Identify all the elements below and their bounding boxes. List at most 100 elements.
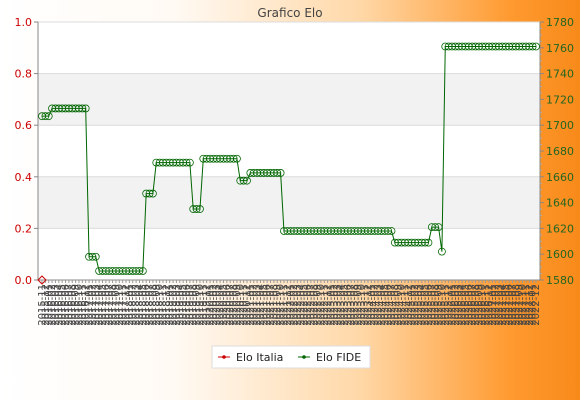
x-tick-label: 2021-08: [269, 284, 280, 326]
right-tick-label: 1720: [546, 93, 574, 106]
x-tick-label: 2024-09: [393, 284, 404, 326]
x-tick-label: 2022-12: [323, 284, 334, 326]
x-tick-label: 2027-02: [491, 284, 502, 326]
x-tick-label: 2016-06: [61, 284, 72, 326]
x-tick-label: 2023-01: [326, 284, 337, 326]
data-point-elo-fide: [145, 189, 154, 198]
x-tick-label: 2021-06: [262, 284, 273, 326]
x-tick-label: 2017-10: [114, 284, 125, 326]
x-tick-label: 2021-03: [252, 284, 263, 326]
x-tick-label: 2016-08: [67, 284, 78, 326]
x-tick-label: 2027-04: [497, 284, 508, 326]
x-tick-label: 2018-02: [128, 284, 139, 326]
x-tick-label: 2020-12: [242, 284, 253, 326]
x-tick-label: 2018-08: [148, 284, 159, 326]
right-tick-label: 1700: [546, 119, 574, 132]
x-tick-label: 2022-02: [289, 284, 300, 326]
x-tick-label: 2018-12: [161, 284, 172, 326]
data-point-elo-fide: [192, 205, 201, 213]
chart-title: Grafico Elo: [257, 6, 322, 20]
x-tick-label: 2020-03: [212, 284, 223, 326]
data-point-elo-fide: [182, 158, 191, 167]
x-tick-label: 2026-09: [474, 284, 485, 326]
x-tick-label: 2024-08: [390, 284, 401, 326]
x-tick-label: 2020-08: [229, 284, 240, 326]
x-tick-label: 2025-05: [420, 284, 431, 326]
x-tick-label: 2025-03: [413, 284, 424, 326]
data-point-elo-fide: [438, 247, 446, 256]
x-tick-label: 2026-11: [481, 284, 492, 326]
x-tick-label: 2017-09: [111, 284, 122, 326]
x-tick-label: 2023-06: [343, 284, 354, 326]
x-tick-label: 2018-07: [145, 284, 156, 326]
x-tick-label: 2022-08: [309, 284, 320, 326]
data-point-elo-fide: [387, 227, 396, 235]
data-point-elo-fide: [229, 154, 238, 163]
x-tick-label: 2026-05: [460, 284, 471, 326]
x-tick-label: 2021-11: [279, 284, 290, 326]
data-point-elo-fide: [196, 205, 204, 213]
x-tick-label: 2027-12: [524, 284, 535, 326]
x-tick-label: 2026-04: [457, 284, 468, 326]
x-tick-label: 2023-04: [336, 284, 347, 326]
x-tick-label: 2025-01: [407, 284, 418, 326]
x-tick-label: 2025-04: [417, 284, 428, 326]
data-point-elo-fide: [421, 238, 430, 247]
left-tick-label: 0.4: [15, 171, 33, 184]
x-tick-label: 2026-02: [450, 284, 461, 326]
x-tick-label: 2028-01: [528, 284, 539, 326]
legend[interactable]: Elo Italia Elo FIDE: [211, 345, 371, 369]
x-tick-label: 2024-11: [400, 284, 411, 326]
x-tick-label: 2016-04: [54, 284, 65, 326]
x-tick-label: 2023-08: [350, 284, 361, 326]
data-point-elo-fide: [148, 189, 157, 198]
data-point-elo-fide: [185, 158, 194, 167]
legend-label-elo-italia[interactable]: Elo Italia: [236, 351, 283, 364]
x-tick-label: 2027-11: [521, 284, 532, 326]
left-tick-label: 0.2: [15, 222, 33, 235]
x-tick-label: 2027-01: [487, 284, 498, 326]
x-tick-label: 2021-01: [245, 284, 256, 326]
legend-box: [211, 345, 371, 369]
x-tick-label: 2019-05: [178, 284, 189, 326]
data-point-elo-fide: [434, 223, 443, 232]
x-tick-label: 2027-06: [504, 284, 515, 326]
x-tick-label: 2023-05: [339, 284, 350, 326]
x-tick-label: 2017-01: [84, 284, 95, 326]
x-tick-label: 2024-01: [366, 284, 377, 326]
x-tick-label: 2026-08: [471, 284, 482, 326]
x-tick-label: 2018-05: [138, 284, 149, 326]
data-point-elo-fide: [276, 169, 285, 177]
x-tick-label: 2024-04: [376, 284, 387, 326]
x-tick-label: 2022-07: [306, 284, 317, 326]
x-tick-label: 2016-12: [81, 284, 92, 326]
x-tick-label: 2016-11: [77, 284, 88, 326]
x-tick-label: 2017-06: [101, 284, 112, 326]
data-point-elo-fide: [384, 227, 393, 235]
x-tick-label: 2018-06: [141, 284, 152, 326]
x-tick-label: 2018-03: [131, 284, 142, 326]
x-tick-label: 2017-02: [87, 284, 98, 326]
left-tick-label: 1.0: [15, 16, 33, 29]
x-tick-label: 2026-03: [454, 284, 465, 326]
x-tick-label: 2025-12: [444, 284, 455, 326]
grid-band: [38, 73, 540, 126]
data-point-elo-fide: [233, 154, 241, 163]
x-tick-label: 2017-05: [97, 284, 108, 326]
x-tick-label: 2021-12: [282, 284, 293, 326]
x-tick-label: 2019-09: [192, 284, 203, 326]
x-tick-label: 2016-05: [57, 284, 68, 326]
x-tick-label: 2020-10: [235, 284, 246, 326]
x-tick-label: 2019-10: [195, 284, 206, 326]
x-tick-label: 2018-09: [151, 284, 162, 326]
legend-label-elo-fide[interactable]: Elo FIDE: [316, 351, 361, 364]
x-tick-label: 2021-09: [272, 284, 283, 326]
x-tick-label: 2021-04: [255, 284, 266, 326]
plot-area: [38, 21, 540, 281]
x-tick-label: 2021-02: [249, 284, 260, 326]
x-tick-label: 2022-01: [286, 284, 297, 326]
left-tick-label: 0.6: [15, 119, 33, 132]
x-tick-label: 2019-06: [182, 284, 193, 326]
